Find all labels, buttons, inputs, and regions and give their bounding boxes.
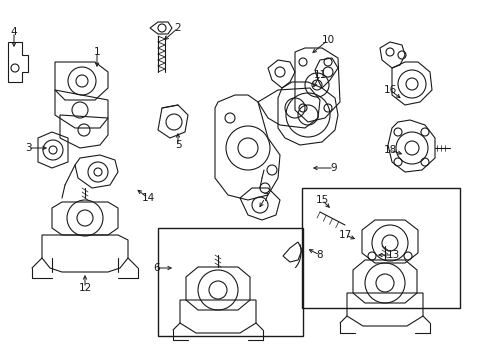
Text: 14: 14	[141, 193, 154, 203]
Bar	[158, 228, 303, 336]
Text: 16: 16	[383, 85, 396, 95]
Text: 10: 10	[321, 35, 334, 45]
Text: 5: 5	[174, 140, 181, 150]
Text: 3: 3	[24, 143, 31, 153]
Text: 17: 17	[338, 230, 351, 240]
Text: 15: 15	[315, 195, 328, 205]
Text: 6: 6	[153, 263, 160, 273]
Text: 13: 13	[386, 250, 399, 260]
Text: 11: 11	[313, 70, 326, 80]
Text: 18: 18	[383, 145, 396, 155]
Text: 7: 7	[261, 193, 268, 203]
Text: 4: 4	[11, 27, 17, 37]
Text: 9: 9	[330, 163, 337, 173]
Text: 8: 8	[316, 250, 323, 260]
Text: 2: 2	[174, 23, 181, 33]
Text: 12: 12	[78, 283, 91, 293]
Text: 1: 1	[94, 47, 100, 57]
Bar	[302, 188, 459, 308]
